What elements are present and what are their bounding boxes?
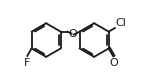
Text: F: F xyxy=(24,58,30,68)
Text: O: O xyxy=(68,29,77,39)
Text: Cl: Cl xyxy=(115,18,126,28)
Text: O: O xyxy=(110,58,119,68)
